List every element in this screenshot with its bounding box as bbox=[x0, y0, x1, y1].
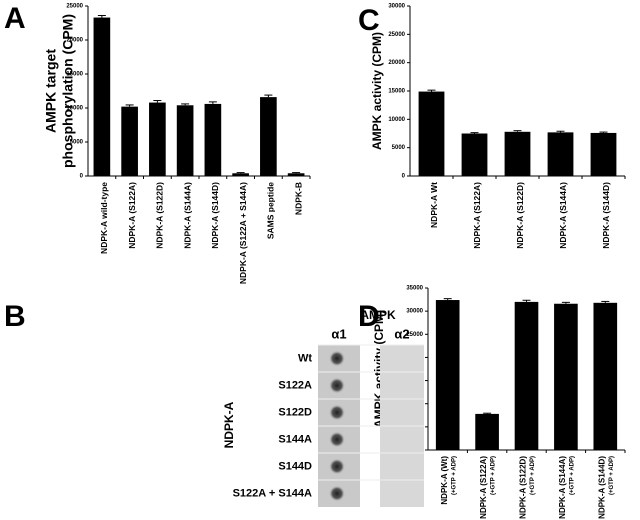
y-tick-label: 25000 bbox=[406, 332, 423, 338]
x-tick-sublabel: (+GTP + ADP) bbox=[491, 456, 497, 495]
y-tick-label: 15000 bbox=[66, 72, 83, 78]
bar bbox=[149, 102, 166, 176]
x-tick-label: NDPK-A wild-type bbox=[99, 182, 109, 254]
blot-dot bbox=[329, 431, 345, 448]
panel-label: B bbox=[4, 300, 26, 333]
blot-dot bbox=[329, 377, 345, 394]
x-tick-label: NDPK-A (S122A) bbox=[472, 182, 482, 249]
blot-column-label: α1 bbox=[331, 326, 346, 341]
y-axis-label: AMPK target bbox=[43, 49, 59, 133]
blot-row-label: Wt bbox=[298, 352, 312, 364]
y-tick-label: 10000 bbox=[388, 117, 405, 123]
blot-dot bbox=[329, 485, 345, 502]
y-tick-label: 5000 bbox=[70, 140, 84, 146]
bar bbox=[93, 17, 111, 177]
bar bbox=[504, 131, 531, 176]
blot-column-label: α2 bbox=[394, 326, 409, 341]
panel-label: C bbox=[358, 4, 380, 37]
y-axis-label: phosphorylation (CPM) bbox=[60, 14, 76, 168]
y-tick-label: 15000 bbox=[388, 89, 405, 95]
panel-label: A bbox=[4, 2, 26, 35]
blot-row-label: S122A bbox=[278, 379, 312, 391]
y-tick-label: 20000 bbox=[66, 38, 83, 44]
bar bbox=[514, 301, 539, 450]
y-tick-label: 30000 bbox=[406, 309, 423, 315]
blot-row-label: S144D bbox=[278, 460, 312, 472]
y-tick-label: 5000 bbox=[392, 145, 406, 151]
blot-dot bbox=[329, 404, 345, 421]
x-tick-sublabel: (+GTP + ADP) bbox=[609, 456, 615, 495]
y-tick-label: 0 bbox=[402, 174, 406, 180]
bar bbox=[121, 106, 138, 176]
x-tick-label: NDPK-B bbox=[293, 182, 303, 215]
bar bbox=[232, 173, 249, 176]
bar bbox=[461, 133, 488, 176]
bar bbox=[590, 132, 617, 176]
blot-row-label: S122D bbox=[278, 406, 312, 418]
bar bbox=[260, 97, 277, 176]
x-tick-sublabel: (+GTP + ADP) bbox=[530, 456, 536, 495]
y-axis-label: AMPK activity (CPM) bbox=[370, 32, 384, 150]
x-tick-label: NDPK-A (S122D) bbox=[155, 182, 165, 249]
y-tick-label: 0 bbox=[80, 174, 84, 180]
x-tick-label: NDPK-A (S122A + S144A) bbox=[238, 182, 248, 284]
x-tick-label: NDPK-A (S122D) bbox=[519, 456, 528, 519]
bar bbox=[204, 103, 222, 176]
x-tick-label: NDPK-A (S144D) bbox=[597, 456, 606, 519]
x-tick-label: NDPK-A (S144D) bbox=[601, 182, 611, 249]
panel-label: D bbox=[358, 300, 380, 333]
y-tick-label: 35000 bbox=[406, 286, 423, 292]
y-tick-label: 30000 bbox=[388, 4, 405, 10]
bar bbox=[287, 173, 305, 176]
x-tick-label: NDPK-A (S144D) bbox=[210, 182, 220, 249]
x-tick-label: NDPK-A (S144A) bbox=[182, 182, 192, 249]
bar bbox=[176, 105, 194, 176]
x-tick-sublabel: (+GTP + ADP) bbox=[569, 456, 575, 495]
bar bbox=[547, 132, 574, 176]
y-tick-label: 20000 bbox=[388, 60, 405, 66]
blot-row-label: S122A + S144A bbox=[233, 487, 312, 499]
x-tick-label: NDPK-A Wt bbox=[429, 182, 439, 228]
blot-dot bbox=[329, 458, 345, 475]
x-tick-label: NDPK-A (S122D) bbox=[515, 182, 525, 249]
x-tick-label: NDPK-A (Wt) bbox=[440, 456, 449, 505]
bar bbox=[418, 91, 445, 176]
bar bbox=[554, 303, 578, 450]
y-tick-label: 10000 bbox=[66, 106, 83, 112]
blot-group-label: NDPK-A bbox=[222, 401, 236, 448]
x-tick-label: SAMS peptide bbox=[266, 182, 276, 239]
y-tick-label: 25000 bbox=[388, 32, 405, 38]
bar bbox=[435, 300, 460, 450]
x-tick-label: NDPK-A (S144A) bbox=[558, 456, 567, 519]
x-tick-label: NDPK-A (S122A) bbox=[127, 182, 137, 249]
bar bbox=[593, 302, 618, 450]
x-tick-label: NDPK-A (S122A) bbox=[479, 456, 488, 519]
blot-title: AMPK bbox=[360, 308, 396, 322]
blot-row-label: S144A bbox=[278, 433, 312, 445]
x-tick-sublabel: (+GTP + ADP) bbox=[451, 456, 457, 495]
y-tick-label: 25000 bbox=[66, 4, 83, 10]
x-tick-label: NDPK-A (S144A) bbox=[558, 182, 568, 249]
blot-dot bbox=[329, 350, 345, 367]
bar bbox=[475, 413, 499, 450]
